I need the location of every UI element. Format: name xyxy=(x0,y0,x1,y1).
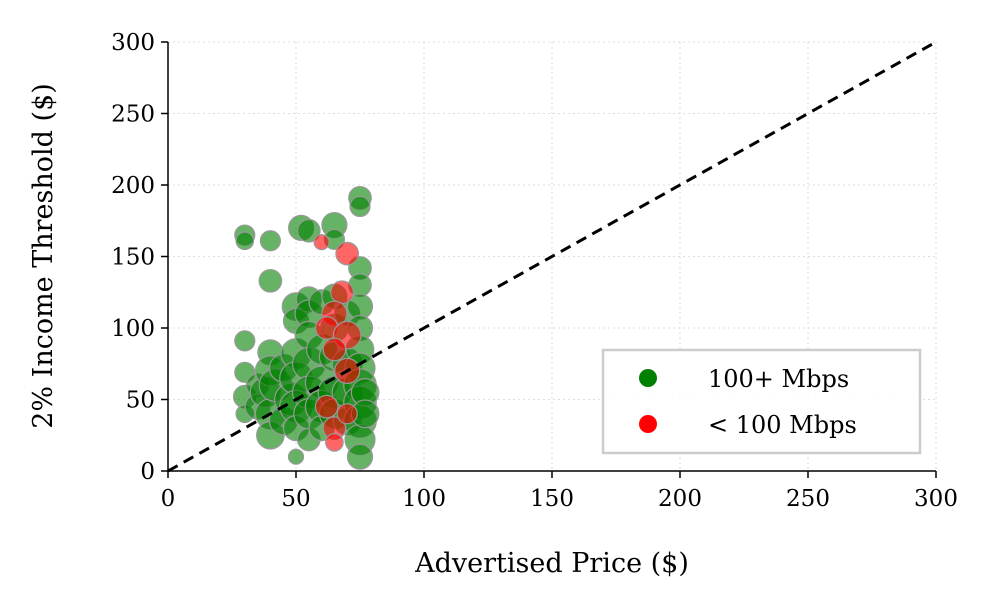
point-under100 xyxy=(336,403,358,425)
legend-label-100plus: 100+ Mbps xyxy=(708,365,849,393)
x-tick-label: 0 xyxy=(161,486,176,512)
y-tick-label: 50 xyxy=(126,388,155,414)
y-tick-label: 150 xyxy=(111,245,155,271)
point-100plus xyxy=(259,230,281,252)
x-tick-label: 300 xyxy=(914,486,958,512)
x-tick-label: 200 xyxy=(658,486,702,512)
point-under100 xyxy=(325,433,344,452)
point-100plus xyxy=(258,268,283,293)
point-100plus xyxy=(346,443,374,470)
point-under100 xyxy=(330,280,354,305)
point-under100 xyxy=(313,234,330,251)
x-tick-label: 50 xyxy=(281,486,310,512)
point-under100 xyxy=(335,241,360,266)
point-under100 xyxy=(314,394,339,419)
y-axis-label: 2% Income Threshold ($) xyxy=(28,83,59,429)
scatter-points xyxy=(232,186,380,470)
x-ticks: 0 50 100 150 200 250 300 xyxy=(161,471,958,512)
y-tick-label: 100 xyxy=(111,316,155,342)
x-tick-label: 150 xyxy=(530,486,574,512)
point-100plus xyxy=(349,195,371,218)
point-100plus xyxy=(296,218,321,243)
legend-label-under100: < 100 Mbps xyxy=(708,411,857,439)
point-100plus xyxy=(234,330,256,352)
y-tick-label: 250 xyxy=(111,102,155,128)
x-tick-label: 100 xyxy=(402,486,446,512)
legend-marker-under100 xyxy=(639,415,657,433)
legend-marker-100plus xyxy=(639,369,657,387)
y-tick-label: 300 xyxy=(111,30,155,56)
y-tick-label: 200 xyxy=(111,173,155,199)
y-tick-label: 0 xyxy=(140,459,155,485)
point-100plus xyxy=(235,231,255,251)
x-tick-label: 250 xyxy=(786,486,830,512)
point-under100 xyxy=(322,337,347,362)
y-ticks: 0 50 100 150 200 250 300 xyxy=(111,30,168,485)
legend: 100+ Mbps < 100 Mbps xyxy=(601,348,922,455)
reference-line xyxy=(167,40,937,473)
legend-box xyxy=(601,348,922,455)
x-axis-label: Advertised Price ($) xyxy=(414,548,689,579)
point-100plus xyxy=(287,448,305,465)
